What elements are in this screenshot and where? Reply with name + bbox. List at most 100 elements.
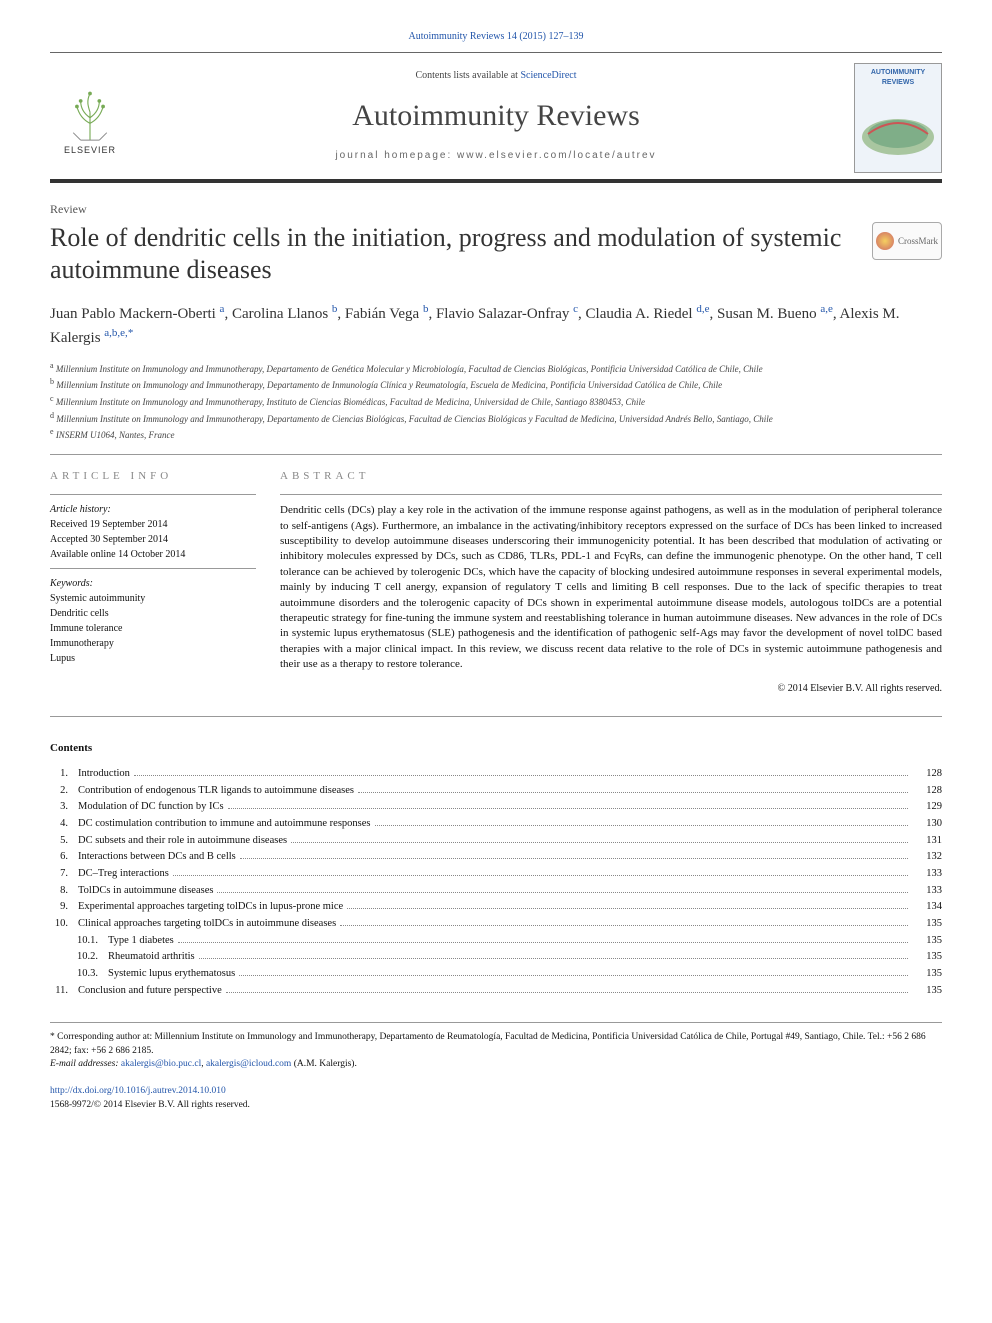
toc-row: 8.TolDCs in autoimmune diseases133: [50, 884, 942, 899]
toc-title: Introduction: [78, 767, 130, 782]
doi-link[interactable]: http://dx.doi.org/10.1016/j.autrev.2014.…: [50, 1086, 226, 1096]
issn-line: 1568-9972/© 2014 Elsevier B.V. All right…: [50, 1100, 250, 1110]
article-info: ARTICLE INFO Article history: Received 1…: [50, 469, 280, 697]
toc-page: 135: [912, 950, 942, 965]
toc-number: 10.3.: [50, 967, 108, 982]
toc-page: 132: [912, 850, 942, 865]
journal-name: Autoimmunity Reviews: [150, 95, 842, 137]
abstract: ABSTRACT Dendritic cells (DCs) play a ke…: [280, 469, 942, 697]
toc-page: 133: [912, 884, 942, 899]
toc-row: 2.Contribution of endogenous TLR ligands…: [50, 784, 942, 799]
toc-page: 130: [912, 817, 942, 832]
keywords-label: Keywords:: [50, 577, 256, 591]
toc-number: 2.: [50, 784, 78, 799]
journal-citation-link[interactable]: Autoimmunity Reviews 14 (2015) 127–139: [409, 31, 584, 42]
toc-dots: [358, 792, 908, 793]
online-date: Available online 14 October 2014: [50, 548, 256, 562]
journal-citation: Autoimmunity Reviews 14 (2015) 127–139: [50, 30, 942, 44]
contents-available: Contents lists available at ScienceDirec…: [150, 69, 842, 83]
doi-block: http://dx.doi.org/10.1016/j.autrev.2014.…: [50, 1085, 942, 1112]
sciencedirect-link[interactable]: ScienceDirect: [520, 70, 576, 81]
abstract-text: Dendritic cells (DCs) play a key role in…: [280, 494, 942, 672]
toc-dots: [228, 808, 908, 809]
contents-label: Contents: [50, 741, 942, 756]
toc-title: Interactions between DCs and B cells: [78, 850, 236, 865]
toc-row: 10.1.Type 1 diabetes 135: [50, 934, 942, 949]
toc-number: 9.: [50, 900, 78, 915]
keyword: Immunotherapy: [50, 637, 256, 651]
toc-number: 6.: [50, 850, 78, 865]
toc-dots: [173, 875, 908, 876]
keywords: Systemic autoimmunityDendritic cellsImmu…: [50, 592, 256, 666]
email-link-2[interactable]: akalergis@icloud.com: [206, 1059, 291, 1069]
toc-row: 11.Conclusion and future perspective 135: [50, 984, 942, 999]
toc-row: 7.DC–Treg interactions133: [50, 867, 942, 882]
toc-title: Systemic lupus erythematosus: [108, 967, 235, 982]
journal-homepage: journal homepage: www.elsevier.com/locat…: [150, 149, 842, 163]
toc-page: 134: [912, 900, 942, 915]
email-link-1[interactable]: akalergis@bio.puc.cl: [121, 1059, 201, 1069]
toc-row: 9.Experimental approaches targeting tolD…: [50, 900, 942, 915]
abstract-copyright: © 2014 Elsevier B.V. All rights reserved…: [280, 682, 942, 696]
toc-row: 10.Clinical approaches targeting tolDCs …: [50, 917, 942, 932]
crossmark-badge[interactable]: CrossMark: [872, 222, 942, 260]
toc-row: 10.3.Systemic lupus erythematosus135: [50, 967, 942, 982]
toc-title: Experimental approaches targeting tolDCs…: [78, 900, 343, 915]
toc-page: 135: [912, 934, 942, 949]
toc-number: 10.: [50, 917, 78, 932]
keyword: Lupus: [50, 652, 256, 666]
article-history-label: Article history:: [50, 503, 256, 517]
toc-number: 4.: [50, 817, 78, 832]
toc-page: 135: [912, 917, 942, 932]
toc-number: 10.1.: [50, 934, 108, 949]
toc-number: 11.: [50, 984, 78, 999]
toc-title: Conclusion and future perspective: [78, 984, 222, 999]
email-line: E-mail addresses: akalergis@bio.puc.cl, …: [50, 1058, 942, 1071]
toc-dots: [178, 942, 908, 943]
toc-title: DC–Treg interactions: [78, 867, 169, 882]
toc-dots: [347, 908, 908, 909]
affiliation: b Millennium Institute on Immunology and…: [50, 376, 942, 392]
toc-number: 5.: [50, 834, 78, 849]
toc-title: DC subsets and their role in autoimmune …: [78, 834, 287, 849]
keyword: Systemic autoimmunity: [50, 592, 256, 606]
toc-dots: [240, 858, 908, 859]
toc-row: 5.DC subsets and their role in autoimmun…: [50, 834, 942, 849]
toc-page: 129: [912, 800, 942, 815]
toc-title: DC costimulation contribution to immune …: [78, 817, 371, 832]
affiliation: a Millennium Institute on Immunology and…: [50, 360, 942, 376]
toc-row: 4.DC costimulation contribution to immun…: [50, 817, 942, 832]
article-title: Role of dendritic cells in the initiatio…: [50, 222, 852, 287]
toc-page: 128: [912, 767, 942, 782]
affiliation: e INSERM U1064, Nantes, France: [50, 426, 942, 442]
toc-page: 135: [912, 984, 942, 999]
toc-title: Modulation of DC function by ICs: [78, 800, 224, 815]
toc-dots: [239, 975, 908, 976]
toc-title: TolDCs in autoimmune diseases: [78, 884, 213, 899]
article-info-heading: ARTICLE INFO: [50, 469, 256, 484]
elsevier-tree-icon: [62, 86, 118, 142]
publisher-logo: ELSEVIER: [50, 71, 150, 171]
toc-dots: [226, 992, 908, 993]
keyword: Dendritic cells: [50, 607, 256, 621]
accepted-date: Accepted 30 September 2014: [50, 533, 256, 547]
toc-page: 131: [912, 834, 942, 849]
toc-page: 128: [912, 784, 942, 799]
toc-title: Rheumatoid arthritis: [108, 950, 195, 965]
keyword: Immune tolerance: [50, 622, 256, 636]
footnotes: * Corresponding author at: Millennium In…: [50, 1022, 942, 1071]
toc-row: 3.Modulation of DC function by ICs129: [50, 800, 942, 815]
journal-cover-thumb: AUTOIMMUNITY REVIEWS: [854, 63, 942, 173]
toc-number: 10.2.: [50, 950, 108, 965]
publisher-label: ELSEVIER: [64, 144, 116, 157]
abstract-heading: ABSTRACT: [280, 469, 942, 484]
affiliation: c Millennium Institute on Immunology and…: [50, 393, 942, 409]
toc-number: 1.: [50, 767, 78, 782]
toc-title: Type 1 diabetes: [108, 934, 174, 949]
toc-dots: [291, 842, 908, 843]
toc-dots: [217, 892, 908, 893]
affiliation: d Millennium Institute on Immunology and…: [50, 410, 942, 426]
authors: Juan Pablo Mackern-Oberti a, Carolina Ll…: [50, 301, 942, 350]
toc-row: 10.2.Rheumatoid arthritis 135: [50, 950, 942, 965]
toc-dots: [340, 925, 908, 926]
